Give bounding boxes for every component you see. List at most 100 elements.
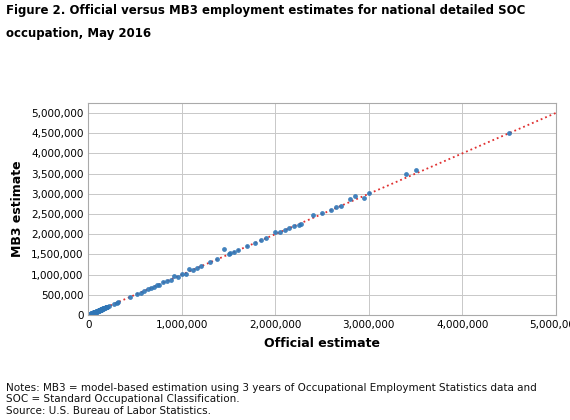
Point: [86, 311, 95, 318]
Point: [95, 307, 104, 314]
Point: [85, 311, 94, 318]
Point: [84, 312, 93, 318]
Point: [205, 259, 214, 265]
Point: [85, 311, 94, 318]
Point: [87, 310, 96, 317]
Point: [364, 190, 373, 197]
Point: [102, 304, 111, 310]
Point: [84, 312, 93, 318]
Point: [87, 310, 96, 317]
Point: [85, 311, 94, 318]
Point: [90, 309, 99, 316]
Point: [85, 311, 94, 318]
Point: [87, 310, 96, 317]
Point: [90, 309, 99, 315]
Point: [192, 264, 201, 271]
Point: [85, 311, 94, 318]
Point: [87, 310, 96, 317]
Point: [92, 308, 101, 315]
Point: [84, 312, 93, 318]
Point: [275, 229, 284, 236]
Point: [114, 299, 123, 305]
Point: [85, 311, 94, 318]
Point: [86, 311, 95, 318]
Point: [92, 308, 101, 315]
Point: [90, 309, 99, 315]
Point: [96, 306, 105, 313]
Point: [88, 310, 97, 317]
Point: [96, 306, 105, 313]
Point: [94, 307, 103, 314]
Point: [87, 310, 96, 317]
Point: [84, 312, 93, 318]
Point: [95, 307, 104, 314]
Point: [87, 310, 96, 317]
Point: [90, 309, 99, 316]
Point: [95, 307, 104, 313]
Point: [88, 310, 97, 317]
Point: [91, 308, 100, 315]
Point: [92, 308, 101, 315]
Point: [89, 310, 98, 316]
Point: [89, 309, 99, 316]
Point: [93, 308, 102, 315]
Point: [87, 310, 96, 317]
Point: [230, 248, 239, 255]
Point: [89, 310, 98, 316]
Point: [96, 307, 105, 313]
Point: [84, 312, 93, 318]
Point: [88, 310, 97, 317]
Point: [226, 250, 235, 257]
Point: [86, 310, 95, 317]
Point: [86, 311, 95, 318]
Point: [93, 308, 102, 315]
Point: [89, 309, 99, 316]
Point: [336, 202, 345, 209]
Point: [87, 310, 96, 317]
Point: [86, 311, 95, 318]
Point: [96, 306, 105, 313]
Point: [271, 228, 280, 235]
Point: [97, 306, 107, 312]
Point: [91, 309, 100, 315]
Point: [140, 287, 149, 294]
Point: [88, 310, 97, 317]
Point: [95, 307, 104, 314]
Point: [93, 307, 103, 314]
Point: [85, 311, 94, 318]
Point: [86, 311, 95, 318]
Point: [86, 310, 95, 317]
Point: [294, 221, 303, 228]
Point: [91, 309, 100, 315]
Point: [224, 251, 233, 258]
Point: [162, 278, 172, 285]
Point: [88, 310, 97, 317]
Point: [84, 312, 93, 318]
Point: [360, 194, 369, 201]
Point: [152, 282, 161, 289]
Point: [88, 310, 97, 317]
Point: [94, 307, 103, 314]
Point: [96, 306, 105, 313]
Point: [88, 310, 97, 317]
Point: [85, 311, 94, 318]
Point: [91, 309, 100, 315]
Point: [308, 211, 317, 218]
Point: [87, 310, 96, 317]
Point: [87, 310, 96, 317]
Point: [92, 308, 101, 315]
Point: [93, 308, 102, 315]
Point: [86, 311, 95, 318]
Point: [91, 309, 100, 315]
Text: Figure 2. Official versus MB3 employment estimates for national detailed SOC: Figure 2. Official versus MB3 employment…: [6, 4, 525, 17]
Point: [90, 309, 99, 315]
Point: [213, 256, 222, 262]
Point: [85, 311, 94, 318]
Point: [91, 309, 100, 315]
Point: [101, 304, 111, 311]
Point: [86, 311, 95, 318]
Point: [90, 309, 99, 315]
Point: [87, 310, 96, 317]
Point: [93, 308, 102, 315]
Point: [94, 307, 103, 314]
